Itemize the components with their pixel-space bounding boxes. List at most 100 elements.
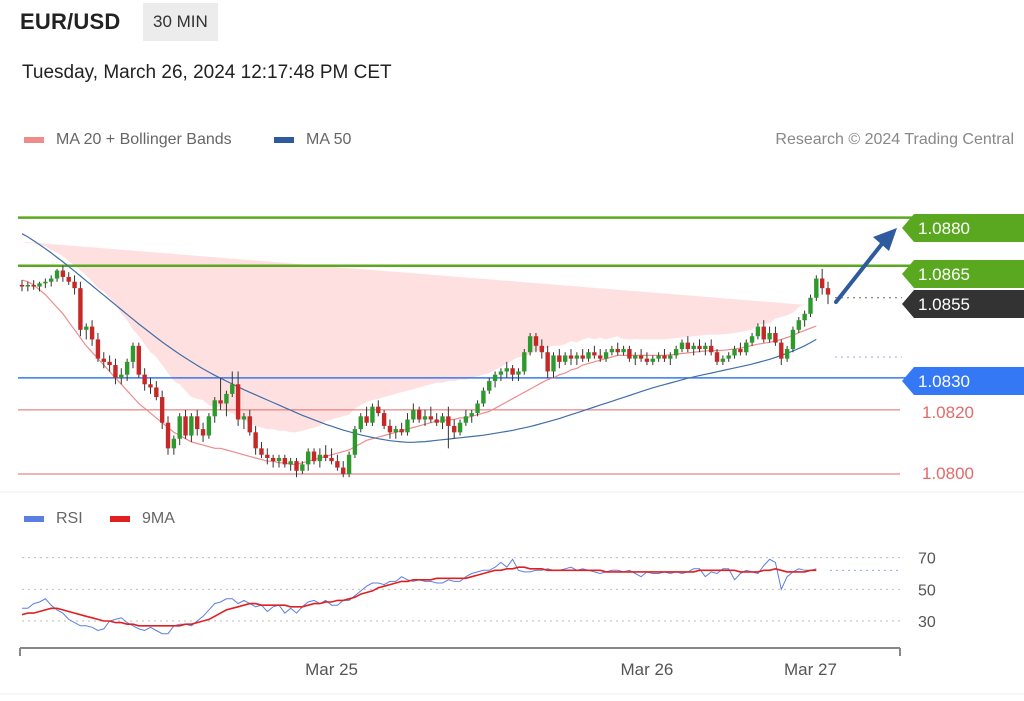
candle [452, 419, 457, 439]
candle-body [539, 345, 545, 353]
candle-body [656, 355, 661, 359]
candle-body [668, 355, 673, 359]
candle-body [510, 368, 515, 375]
candle [376, 400, 381, 417]
candle-body [54, 270, 60, 279]
level-tag-1.0855: 1.0855 [902, 290, 1024, 318]
candle [703, 342, 708, 356]
candle-body [89, 326, 95, 340]
candle-body [691, 345, 696, 350]
candle [101, 352, 106, 369]
candle [522, 349, 527, 375]
candle [31, 280, 36, 290]
candle-body [802, 313, 807, 321]
candle-body [195, 416, 200, 430]
candle-body [527, 336, 533, 353]
candle-body [25, 284, 31, 287]
candle [533, 333, 539, 353]
candle-body [247, 416, 252, 433]
candle [539, 339, 545, 359]
candle-body [311, 451, 317, 462]
ma50-swatch [274, 137, 294, 143]
candle-body [662, 355, 667, 359]
candle [784, 345, 790, 362]
price-panel: 1.0880 1.0865 1.0855 1.0830 1.0820 1.0800 [0, 214, 1024, 493]
timeframe-button[interactable]: 30 MIN [143, 3, 218, 41]
rsi-panel: 70 50 30 [21, 551, 936, 635]
candle-body [113, 365, 118, 378]
x-tick-label: Mar 27 [784, 660, 837, 679]
candle-body [586, 352, 591, 359]
candle [504, 361, 509, 378]
candle [603, 349, 609, 362]
candle [685, 336, 691, 353]
candle [481, 387, 486, 407]
candle [708, 339, 714, 356]
candle-body [422, 416, 428, 420]
candle-body [761, 326, 766, 340]
candle [568, 349, 574, 366]
candle-body [545, 352, 550, 372]
candle [84, 323, 89, 340]
candle-body [148, 384, 153, 388]
ma50-legend-label: MA 50 [306, 131, 352, 148]
candle-body [130, 345, 136, 362]
bollinger-band [22, 241, 805, 433]
candle [825, 281, 831, 305]
candle [586, 349, 591, 362]
candle-body [19, 284, 25, 287]
candle [656, 352, 661, 362]
candle-body [551, 355, 556, 372]
candle [633, 352, 638, 366]
candle [335, 454, 340, 471]
ma50-legend: MA 50 [274, 131, 351, 149]
candle-body [481, 390, 486, 404]
candle-body [206, 416, 212, 436]
candle [265, 448, 270, 465]
candle-body [107, 361, 112, 366]
candle-body [744, 342, 749, 353]
x-tick-label: Mar 26 [620, 660, 673, 679]
candle-body [235, 384, 241, 420]
candle [341, 461, 346, 478]
candle-body [487, 381, 492, 391]
candle-body [498, 371, 504, 375]
chart-header: EUR/USD 30 MIN [0, 0, 1024, 44]
candle [89, 320, 95, 346]
candle [159, 390, 165, 430]
candle [627, 345, 632, 362]
candle [609, 345, 615, 356]
rsi-tick-label: 70 [918, 551, 936, 568]
candle-body [685, 342, 691, 350]
candle-body [323, 454, 328, 458]
rsi-ma-legend: 9MA [110, 510, 175, 528]
candle-body [282, 457, 288, 465]
candle-body [773, 333, 778, 343]
candle-body [574, 355, 580, 359]
candle [668, 352, 673, 366]
candle-body [224, 393, 229, 404]
candle [638, 349, 644, 362]
candle [545, 345, 550, 378]
candle [726, 352, 731, 362]
candle-body [60, 270, 66, 277]
candle [428, 406, 434, 423]
candle [165, 416, 171, 455]
candle [714, 349, 720, 366]
candle [358, 413, 363, 433]
candle [744, 339, 749, 356]
candle-body [644, 358, 650, 362]
candle [311, 448, 317, 465]
candle [387, 419, 393, 439]
candle-body [720, 358, 726, 362]
candle [107, 355, 112, 372]
candle-body [364, 416, 369, 423]
candle-body [784, 349, 790, 359]
candle [767, 326, 772, 343]
candle [189, 413, 194, 442]
candle [802, 310, 807, 327]
candle-body [200, 429, 206, 436]
candle [808, 294, 813, 317]
candle-body [790, 329, 796, 350]
